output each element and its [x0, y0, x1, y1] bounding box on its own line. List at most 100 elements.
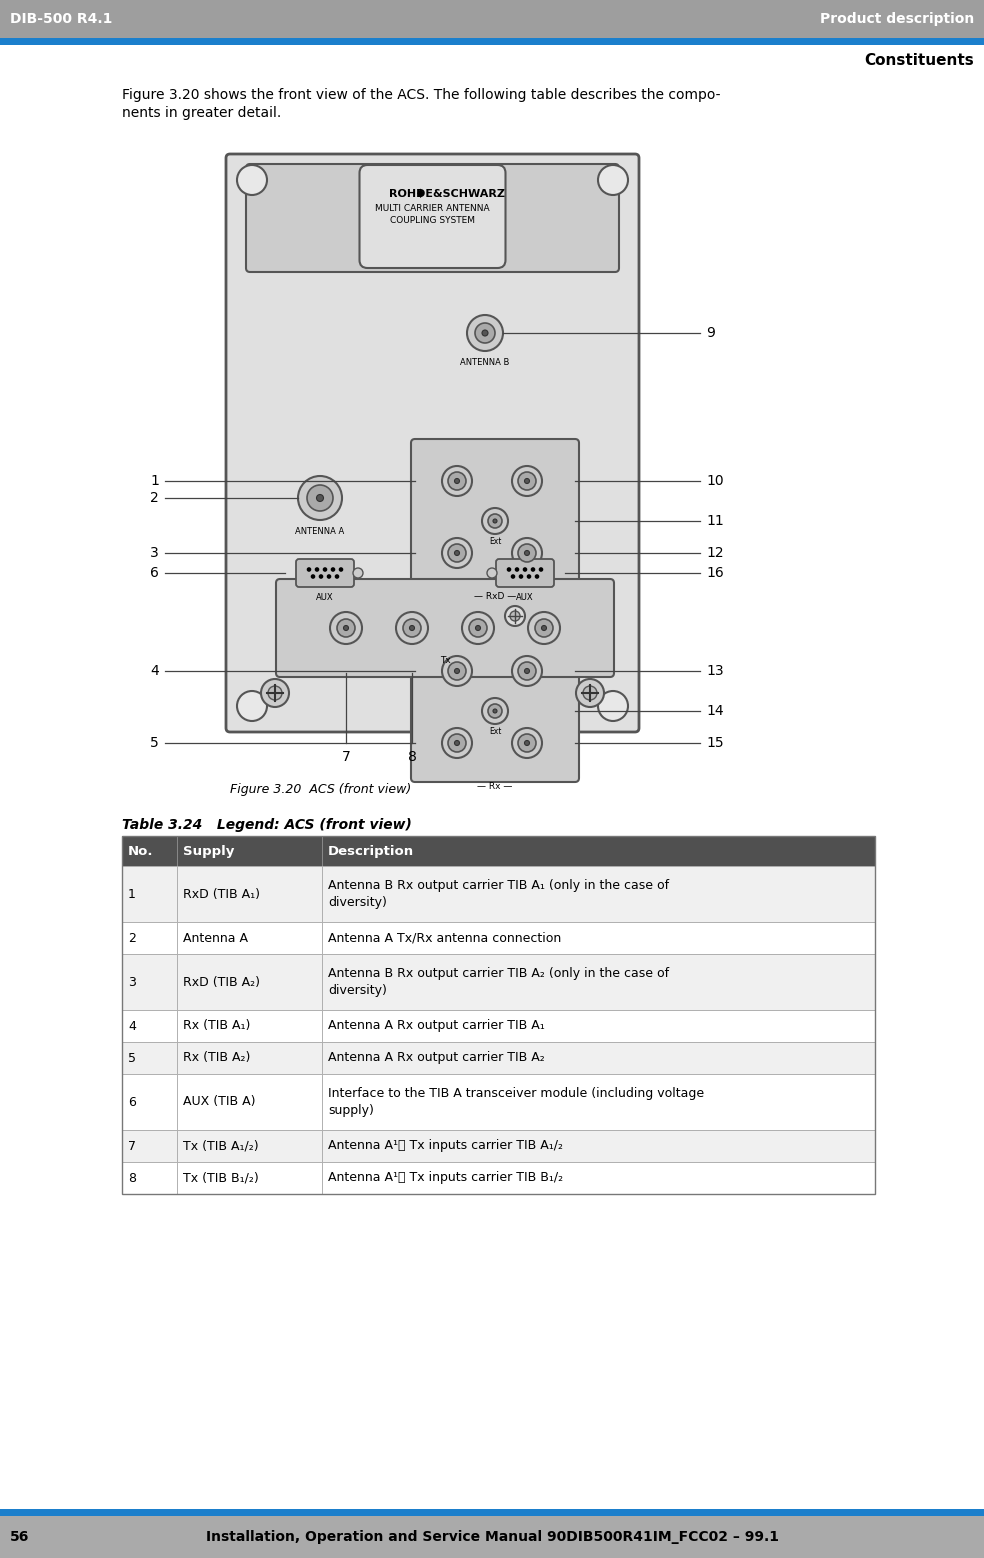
Text: 6: 6	[151, 566, 159, 580]
Text: Rx (TIB A₂): Rx (TIB A₂)	[183, 1052, 250, 1064]
Circle shape	[512, 538, 542, 569]
Text: 8: 8	[128, 1172, 136, 1184]
Circle shape	[343, 625, 348, 631]
Bar	[177, 953, 322, 1010]
Text: ♦: ♦	[415, 187, 426, 201]
Text: 7: 7	[128, 1139, 136, 1153]
FancyBboxPatch shape	[276, 580, 614, 678]
Text: RxD (TIB A₁): RxD (TIB A₁)	[183, 888, 260, 901]
Text: Tx (TIB B₁/₂): Tx (TIB B₁/₂)	[183, 1172, 259, 1184]
Bar	[322, 1073, 875, 1130]
Circle shape	[338, 567, 343, 572]
FancyBboxPatch shape	[226, 154, 639, 732]
Text: 2: 2	[128, 932, 136, 944]
FancyBboxPatch shape	[246, 164, 619, 273]
Circle shape	[327, 575, 332, 580]
Circle shape	[455, 550, 460, 556]
Text: 4: 4	[128, 1019, 136, 1033]
Circle shape	[268, 686, 282, 700]
Text: Figure 3.20 shows the front view of the ACS. The following table describes the c: Figure 3.20 shows the front view of the …	[122, 87, 720, 120]
Circle shape	[298, 477, 342, 520]
Text: Antenna A Rx output carrier TIB A₂: Antenna A Rx output carrier TIB A₂	[328, 1052, 545, 1064]
Circle shape	[353, 569, 363, 578]
Circle shape	[535, 619, 553, 637]
Text: 4: 4	[151, 664, 159, 678]
Bar	[322, 953, 875, 1010]
Bar	[177, 1010, 322, 1042]
Text: MULTI CARRIER ANTENNA: MULTI CARRIER ANTENNA	[375, 204, 490, 212]
Text: 15: 15	[706, 735, 723, 749]
Bar	[322, 1010, 875, 1042]
Circle shape	[442, 466, 472, 495]
Bar	[177, 837, 322, 866]
Circle shape	[493, 709, 497, 714]
Circle shape	[448, 662, 466, 679]
Circle shape	[524, 668, 529, 673]
Text: — RxD —: — RxD —	[474, 592, 517, 601]
Bar	[122, 866, 177, 922]
Bar	[122, 922, 177, 953]
Text: Antenna A: Antenna A	[183, 932, 248, 944]
FancyBboxPatch shape	[296, 559, 354, 587]
Circle shape	[396, 612, 428, 643]
Circle shape	[511, 575, 516, 580]
Circle shape	[488, 704, 502, 718]
Circle shape	[524, 740, 529, 745]
Circle shape	[323, 567, 328, 572]
Text: ROHDE&SCHWARZ: ROHDE&SCHWARZ	[390, 189, 506, 199]
Bar	[122, 1010, 177, 1042]
Circle shape	[541, 625, 546, 631]
Circle shape	[512, 656, 542, 686]
Text: 56: 56	[10, 1530, 30, 1544]
Text: Antenna A Tx/Rx antenna connection: Antenna A Tx/Rx antenna connection	[328, 932, 561, 944]
Circle shape	[261, 679, 289, 707]
Bar	[177, 1130, 322, 1162]
Circle shape	[598, 165, 628, 195]
Text: 13: 13	[706, 664, 723, 678]
Circle shape	[475, 323, 495, 343]
Circle shape	[448, 734, 466, 753]
Text: Table 3.24   Legend: ACS (front view): Table 3.24 Legend: ACS (front view)	[122, 818, 412, 832]
Circle shape	[442, 728, 472, 759]
Text: No.: No.	[128, 844, 154, 857]
Circle shape	[331, 567, 336, 572]
Text: Antenna A¹⧠ Tx inputs carrier TIB B₁/₂: Antenna A¹⧠ Tx inputs carrier TIB B₁/₂	[328, 1172, 563, 1184]
Circle shape	[512, 728, 542, 759]
Text: 11: 11	[706, 514, 724, 528]
Text: ANTENNA B: ANTENNA B	[461, 358, 510, 368]
Text: AUX: AUX	[517, 594, 533, 601]
Text: 16: 16	[706, 566, 724, 580]
Text: DIB-500 R4.1: DIB-500 R4.1	[10, 12, 112, 26]
Circle shape	[311, 575, 315, 580]
Circle shape	[515, 567, 520, 572]
Bar	[177, 922, 322, 953]
Text: Figure 3.20  ACS (front view): Figure 3.20 ACS (front view)	[230, 784, 411, 796]
Circle shape	[462, 612, 494, 643]
Text: Antenna A¹⧠ Tx inputs carrier TIB A₁/₂: Antenna A¹⧠ Tx inputs carrier TIB A₁/₂	[328, 1139, 563, 1153]
Circle shape	[526, 575, 531, 580]
Circle shape	[510, 611, 520, 622]
Circle shape	[518, 544, 536, 562]
Text: Antenna B Rx output carrier TIB A₂ (only in the case of
diversity): Antenna B Rx output carrier TIB A₂ (only…	[328, 968, 669, 997]
Text: 2: 2	[151, 491, 159, 505]
Circle shape	[482, 698, 508, 724]
Circle shape	[307, 485, 333, 511]
Bar	[322, 866, 875, 922]
Circle shape	[455, 740, 460, 745]
FancyBboxPatch shape	[496, 559, 554, 587]
Circle shape	[448, 472, 466, 491]
Bar	[122, 1073, 177, 1130]
Bar	[322, 1130, 875, 1162]
Text: 3: 3	[151, 545, 159, 559]
Text: Product description: Product description	[820, 12, 974, 26]
Circle shape	[518, 662, 536, 679]
Text: Installation, Operation and Service Manual 90DIB500R41IM_FCC02 – 99.1: Installation, Operation and Service Manu…	[206, 1530, 778, 1544]
Bar	[177, 866, 322, 922]
Circle shape	[337, 619, 355, 637]
Circle shape	[493, 519, 497, 523]
Bar	[0, 1516, 984, 1558]
Circle shape	[315, 567, 319, 572]
Circle shape	[524, 478, 529, 483]
Text: AUX (TIB A): AUX (TIB A)	[183, 1095, 256, 1108]
Bar	[177, 1162, 322, 1193]
